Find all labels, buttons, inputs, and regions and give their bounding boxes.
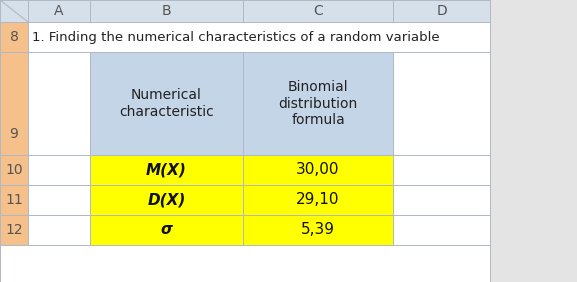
Text: C: C (313, 4, 323, 18)
Bar (0, 52, 28, 155)
Text: 12: 12 (5, 223, 23, 237)
Bar (0, 185, 28, 215)
Bar (28, 52, 90, 155)
Text: D: D (436, 4, 447, 18)
Text: 11: 11 (5, 193, 23, 207)
Bar (0, 215, 28, 245)
Text: 8: 8 (10, 30, 18, 44)
Text: Binomial
distribution
formula: Binomial distribution formula (278, 80, 358, 127)
Text: D(X): D(X) (147, 193, 186, 208)
Text: 30,00: 30,00 (296, 162, 340, 177)
Bar (0, 155, 28, 185)
Bar (393, 155, 490, 185)
Bar (90, 52, 243, 155)
Bar (90, 155, 243, 185)
Bar (0, 0, 28, 22)
Bar (393, 215, 490, 245)
Bar (243, 0, 393, 22)
Text: 1. Finding the numerical characteristics of a random variable: 1. Finding the numerical characteristics… (32, 30, 440, 43)
Bar (243, 215, 393, 245)
Bar (0, 22, 28, 52)
Bar (490, 0, 577, 282)
Text: 10: 10 (5, 163, 23, 177)
Bar (243, 52, 393, 155)
Bar (28, 22, 490, 52)
Text: Numerical
characteristic: Numerical characteristic (119, 88, 214, 119)
Text: A: A (54, 4, 63, 18)
Bar (90, 215, 243, 245)
Bar (243, 155, 393, 185)
Bar (393, 52, 490, 155)
Text: M(X): M(X) (146, 162, 187, 177)
Bar (90, 0, 243, 22)
Bar (28, 215, 90, 245)
Bar (243, 185, 393, 215)
Text: σ: σ (160, 222, 173, 237)
Bar (28, 0, 90, 22)
Bar (28, 185, 90, 215)
Text: 29,10: 29,10 (296, 193, 340, 208)
Text: 9: 9 (10, 127, 18, 140)
Bar (0, 245, 490, 282)
Bar (393, 0, 490, 22)
Bar (28, 155, 90, 185)
Bar (393, 185, 490, 215)
Bar (90, 185, 243, 215)
Text: 5,39: 5,39 (301, 222, 335, 237)
Text: B: B (162, 4, 171, 18)
